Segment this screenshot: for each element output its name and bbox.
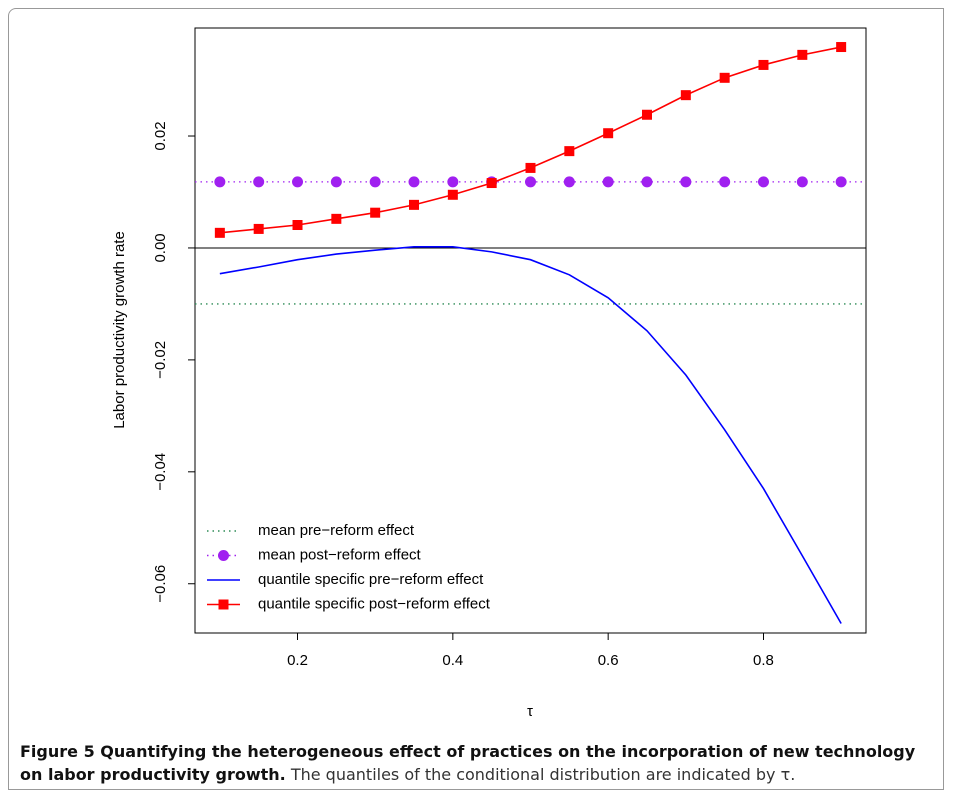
point <box>641 109 652 120</box>
y-tick-label: −0.06 <box>152 565 169 603</box>
chart: τ Labor productivity growth rate 0.2 0.4 0… <box>111 27 867 720</box>
point <box>253 223 264 234</box>
point <box>835 176 847 188</box>
y-tick-label: −0.02 <box>152 341 169 379</box>
point <box>758 59 769 70</box>
point <box>796 176 808 188</box>
point <box>525 162 536 173</box>
x-tick-label: 0.6 <box>598 652 619 669</box>
point <box>797 49 808 60</box>
point <box>602 176 614 188</box>
point <box>641 176 653 188</box>
y-axis-label: Labor productivity growth rate <box>111 231 128 429</box>
plot-box <box>194 27 867 634</box>
y-tick-label: 0.00 <box>152 233 169 262</box>
point <box>447 176 459 188</box>
caption-text: The quantiles of the conditional distrib… <box>290 765 796 784</box>
point <box>214 227 225 238</box>
point <box>757 176 769 188</box>
legend-marker <box>218 550 229 561</box>
x-tick-label: 0.8 <box>753 652 774 669</box>
x-axis-label: τ <box>527 703 533 720</box>
point <box>409 199 420 210</box>
x-tick-label: 0.2 <box>287 652 308 669</box>
point <box>408 176 420 188</box>
point <box>369 176 381 188</box>
point <box>719 176 731 188</box>
caption: Figure 5 Quantifying the heterogeneous e… <box>20 740 930 786</box>
point <box>253 176 265 188</box>
point <box>447 189 458 200</box>
point <box>680 176 692 188</box>
point <box>486 178 497 189</box>
point <box>719 72 730 83</box>
point <box>330 176 342 188</box>
legend-label: quantile specific post−reform effect <box>258 595 491 612</box>
point <box>292 176 304 188</box>
series-line <box>219 46 842 234</box>
point <box>836 42 847 53</box>
legend-marker <box>218 599 229 610</box>
series-line <box>219 246 842 624</box>
point <box>292 220 303 231</box>
legend-label: mean pre−reform effect <box>258 522 415 539</box>
point <box>525 176 536 188</box>
legend-label: quantile specific pre−reform effect <box>258 571 484 588</box>
y-tick-label: −0.04 <box>152 453 169 491</box>
point <box>680 90 691 101</box>
point <box>214 176 226 188</box>
point <box>370 207 381 218</box>
legend-label: mean post−reform effect <box>258 546 422 563</box>
point <box>603 128 614 139</box>
figure-frame <box>8 8 944 790</box>
point <box>564 146 575 157</box>
point <box>563 176 575 188</box>
y-tick-label: 0.02 <box>152 121 169 150</box>
caption-title: Figure 5 Quantifying the heterogeneous e… <box>20 742 916 784</box>
point <box>331 213 342 224</box>
x-tick-label: 0.4 <box>442 652 463 669</box>
